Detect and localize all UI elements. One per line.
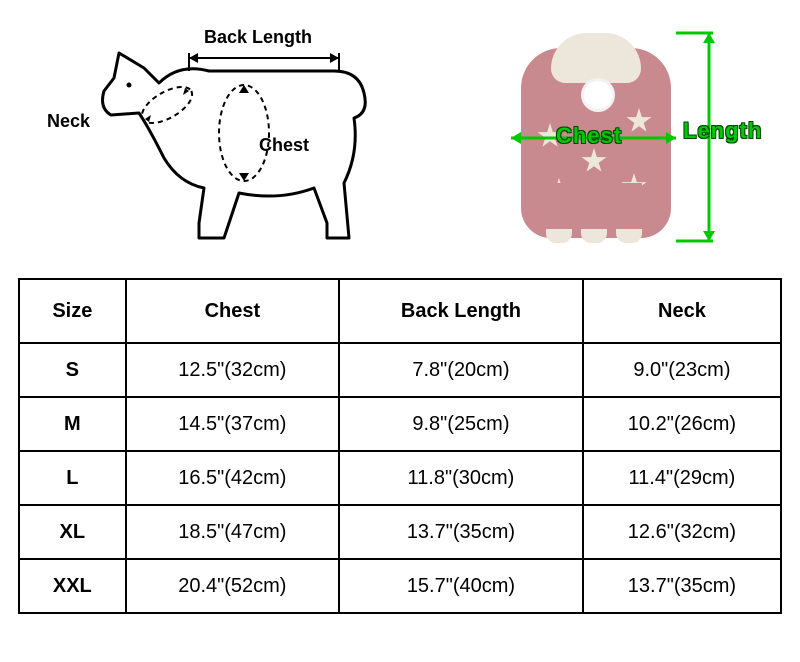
cell-chest: 18.5"(47cm) [126,505,339,559]
cell-back-length: 13.7"(35cm) [339,505,583,559]
cell-back-length: 15.7"(40cm) [339,559,583,613]
garment-length-label: Length [683,118,762,144]
table-header-row: Size Chest Back Length Neck [19,279,781,343]
table-row: XL18.5"(47cm)13.7"(35cm)12.6"(32cm) [19,505,781,559]
cell-size: L [19,451,126,505]
table-row: L16.5"(42cm)11.8"(30cm)11.4"(29cm) [19,451,781,505]
size-chart-table: Size Chest Back Length Neck S12.5"(32cm)… [18,278,782,614]
cell-back-length: 11.8"(30cm) [339,451,583,505]
garment-measurement-diagram: Chest Length [451,23,751,263]
cell-neck: 10.2"(26cm) [583,397,781,451]
cell-back-length: 9.8"(25cm) [339,397,583,451]
dog-measurement-diagram: Back Length Neck Chest [49,23,389,263]
header-size: Size [19,279,126,343]
cell-chest: 12.5"(32cm) [126,343,339,397]
cell-back-length: 7.8"(20cm) [339,343,583,397]
dog-outline-svg [49,23,389,263]
table-row: M14.5"(37cm)9.8"(25cm)10.2"(26cm) [19,397,781,451]
cell-neck: 11.4"(29cm) [583,451,781,505]
cell-neck: 13.7"(35cm) [583,559,781,613]
cell-size: XXL [19,559,126,613]
cell-size: XL [19,505,126,559]
header-back-length: Back Length [339,279,583,343]
cell-chest: 16.5"(42cm) [126,451,339,505]
table-row: XXL20.4"(52cm)15.7"(40cm)13.7"(35cm) [19,559,781,613]
cell-neck: 9.0"(23cm) [583,343,781,397]
cell-size: S [19,343,126,397]
header-neck: Neck [583,279,781,343]
diagrams-row: Back Length Neck Chest Chest [18,18,782,268]
dog-chest-label: Chest [259,135,309,156]
cell-size: M [19,397,126,451]
cell-neck: 12.6"(32cm) [583,505,781,559]
header-chest: Chest [126,279,339,343]
cell-chest: 20.4"(52cm) [126,559,339,613]
cell-chest: 14.5"(37cm) [126,397,339,451]
dog-neck-label: Neck [47,111,90,132]
table-row: S12.5"(32cm)7.8"(20cm)9.0"(23cm) [19,343,781,397]
dog-back-length-label: Back Length [204,27,312,48]
garment-chest-label: Chest [556,123,622,149]
